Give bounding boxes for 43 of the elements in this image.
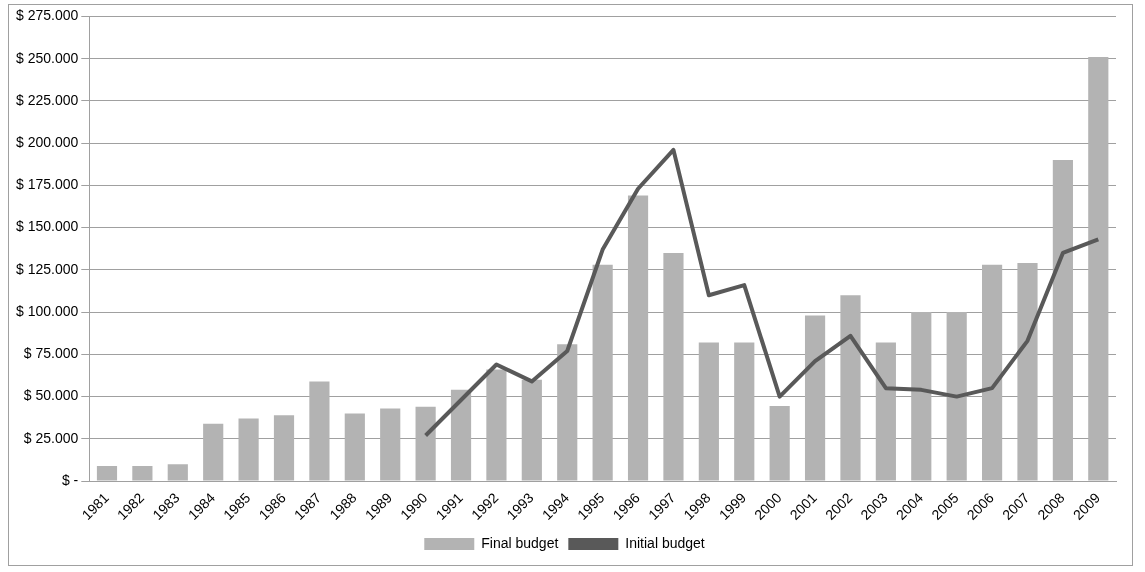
bar xyxy=(167,464,188,481)
bar xyxy=(203,423,224,481)
y-tick-label: $ 125.000 xyxy=(15,260,79,277)
bar xyxy=(911,312,932,481)
y-tick-label: $ 150.000 xyxy=(15,218,79,235)
bar xyxy=(415,406,436,481)
bar xyxy=(344,413,365,481)
y-tick-label: $ 25.000 xyxy=(23,429,79,446)
bar xyxy=(1052,160,1073,481)
bar xyxy=(769,405,790,481)
y-tick-label: $ 175.000 xyxy=(15,176,79,193)
bar xyxy=(698,342,719,481)
y-tick-label: $ 50.000 xyxy=(23,387,79,404)
legend-label: Final budget xyxy=(481,534,559,551)
bar xyxy=(309,381,330,481)
y-tick-label: $ 100.000 xyxy=(15,302,79,319)
bar xyxy=(1088,56,1109,481)
y-tick-label: $ 200.000 xyxy=(15,134,79,150)
legend-label: Initial budget xyxy=(625,534,705,551)
bar xyxy=(875,342,896,481)
bar xyxy=(804,315,826,481)
bar xyxy=(982,264,1003,481)
bar xyxy=(946,312,967,481)
y-tick-label: $ - xyxy=(61,471,79,488)
bar xyxy=(132,465,153,481)
bar xyxy=(450,389,472,481)
bar xyxy=(663,252,684,481)
bar xyxy=(380,408,401,481)
bar xyxy=(1017,263,1038,481)
bar xyxy=(627,195,649,481)
bar xyxy=(592,264,613,481)
bar xyxy=(96,465,118,481)
bar xyxy=(238,418,259,481)
bar xyxy=(734,342,755,481)
y-tick-label: $ 75.000 xyxy=(23,345,79,362)
bar xyxy=(840,295,861,481)
y-tick-label: $ 250.000 xyxy=(15,49,79,66)
bar xyxy=(486,369,507,481)
bar xyxy=(521,379,542,481)
y-tick-label: $ 275.000 xyxy=(15,7,79,24)
bar xyxy=(273,415,295,481)
y-tick-label: $ 225.000 xyxy=(15,91,79,108)
bar xyxy=(557,344,578,481)
